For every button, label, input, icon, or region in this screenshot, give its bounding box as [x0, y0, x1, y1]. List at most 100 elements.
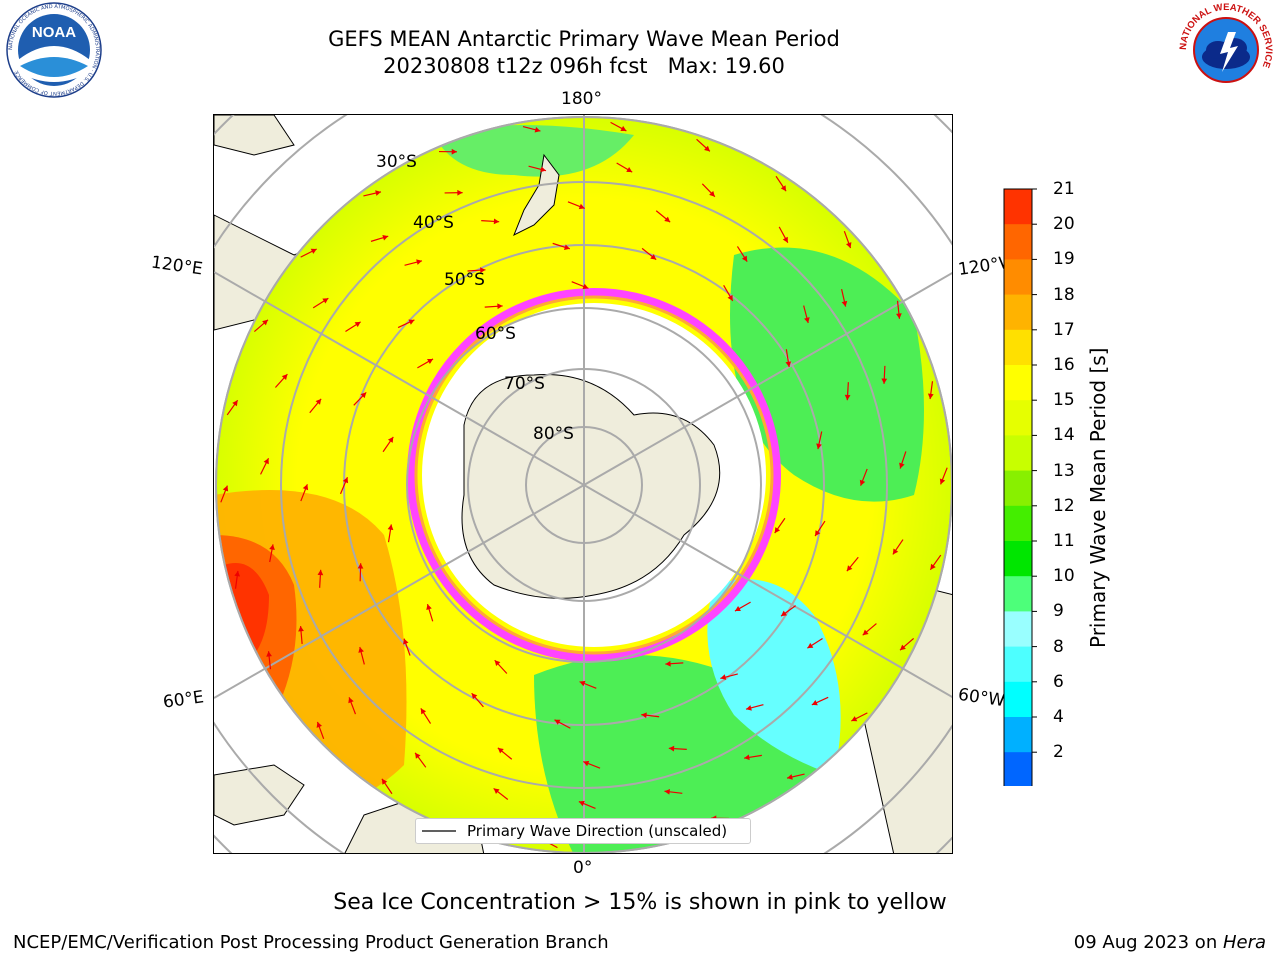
wave-arrow-head: [342, 477, 349, 484]
wave-arrow-head: [930, 563, 936, 570]
legend-line-icon: [422, 830, 456, 832]
wave-arrow-head: [426, 604, 432, 610]
wave-arrow-head: [774, 527, 781, 534]
wave-arrow-head: [554, 719, 561, 725]
colorbar-outline: [1003, 188, 1033, 786]
colorbar-tick-label: 4: [1053, 707, 1064, 727]
wave-arrow-head: [720, 674, 727, 680]
wave-arrow-head: [310, 248, 317, 254]
colorbar-tick-label: 20: [1053, 214, 1075, 235]
lon-label-60e: 60°E: [161, 687, 206, 713]
africa-land: [214, 764, 305, 826]
colorbar-tick-label: 2: [1053, 742, 1064, 763]
wave-arrow-head: [664, 788, 671, 795]
polar-map: [214, 115, 952, 853]
colorbar-segment: [1004, 752, 1032, 786]
wave-arrow-head: [899, 462, 905, 469]
colorbar-tick-label: 11: [1053, 531, 1075, 551]
colorbar-segment: [1004, 329, 1032, 366]
wave-arrow-head: [563, 244, 570, 250]
wave-arrow-head: [403, 638, 409, 645]
wave-arrow-head: [262, 319, 268, 326]
wave-arrow-head: [744, 754, 750, 761]
wave-arrow-head: [387, 524, 394, 531]
wave-arrow-head: [457, 189, 463, 196]
wave-arrow-head: [727, 294, 733, 301]
lat-label-70s: 70°S: [504, 374, 545, 394]
wave-arrow-head: [746, 705, 752, 711]
colorbar-segment: [1004, 435, 1032, 472]
wave-arrow-head: [263, 458, 269, 465]
wave-arrow-head: [844, 394, 851, 401]
wave-arrow-head: [862, 629, 869, 636]
wave-arrow-head: [497, 747, 504, 754]
wave-arrow-head: [497, 303, 503, 310]
wave-arrow-head: [540, 166, 547, 173]
wave-arrow-head: [471, 693, 478, 700]
colorbar-segment: [1004, 611, 1032, 648]
lon-label-0: 0°: [573, 858, 593, 878]
wave-arrow-head: [851, 716, 858, 722]
colorbar-tick-label: 15: [1053, 390, 1075, 411]
wave-arrow-head: [815, 530, 821, 537]
wave-arrow-head: [375, 190, 381, 196]
wave-arrow-head: [381, 778, 388, 785]
svg-text:NOAA: NOAA: [32, 24, 76, 41]
wave-arrow-head: [641, 712, 647, 719]
wave-arrow-head: [234, 570, 241, 577]
wave-arrow-head: [322, 298, 329, 304]
colorbar-segment: [1004, 541, 1032, 577]
colorbar-tick-label: 17: [1053, 319, 1075, 340]
wave-arrow-head: [534, 126, 541, 133]
wave-arrow-head: [780, 185, 787, 192]
colorbar-tick-label: 16: [1053, 355, 1075, 375]
wave-arrow-head: [408, 319, 415, 325]
wave-arrow-head: [357, 563, 364, 569]
wave-arrow-head: [734, 605, 741, 612]
wave-arrow-head: [358, 647, 364, 653]
colorbar-segment: [1004, 294, 1032, 331]
wave-arrow-head: [281, 374, 288, 380]
footer-host: Hera: [1222, 932, 1266, 953]
wave-arrow-head: [892, 548, 899, 555]
colorbar-tick-label: 9: [1053, 601, 1064, 622]
wave-arrow-head: [846, 565, 853, 572]
wave-arrow-head: [665, 660, 671, 667]
chart-subtitle: 20230808 t12z 096h fcst Max: 19.60: [383, 54, 785, 78]
noaa-logo: NOAA NATIONAL OCEANIC AND ATMOSPHERIC AD…: [6, 2, 102, 98]
wave-arrow-head: [493, 218, 500, 225]
wave-arrow-head: [846, 242, 852, 249]
colorbar-tick-label: 10: [1053, 566, 1075, 587]
wave-arrow-head: [578, 203, 585, 210]
wave-arrow-head: [816, 443, 822, 450]
colorbar-tick-label: 14: [1053, 425, 1075, 446]
wave-arrow-head: [316, 721, 322, 728]
wave-arrow-head: [493, 788, 500, 794]
colorbar-segment: [1004, 681, 1032, 718]
wave-arrow-head: [704, 145, 710, 152]
colorbar-tick-label: 8: [1053, 636, 1064, 657]
nws-logo: NATIONAL WEATHER SERVICE: [1178, 2, 1274, 97]
lat-label-40s: 40°S: [413, 213, 454, 233]
wave-arrow-head: [382, 234, 389, 241]
wave-arrow-head: [859, 479, 866, 486]
lon-label-180: 180°: [561, 89, 602, 109]
lat-label-50s: 50°S: [444, 270, 485, 290]
wave-arrow-head: [480, 267, 486, 274]
colorbar-tick-label: 19: [1053, 249, 1075, 270]
wave-arrow-head: [939, 478, 946, 485]
wave-arrow-head: [626, 166, 633, 173]
sea-ice-ring: [407, 288, 781, 662]
wave-arrow-head: [900, 644, 906, 651]
wave-arrow-head: [427, 358, 434, 365]
wave-arrow-head: [298, 626, 304, 632]
wave-arrow-head: [415, 752, 421, 759]
wave-arrow-head: [650, 254, 657, 260]
wave-arrow-head: [811, 700, 818, 706]
wave-arrow-head: [315, 398, 322, 405]
colorbar-segment: [1004, 400, 1032, 436]
wave-arrow-head: [620, 125, 627, 131]
colorbar-label: Primary Wave Mean Period [s]: [1086, 347, 1110, 649]
wave-arrow-head: [494, 660, 501, 667]
wave-arrow-head: [709, 190, 715, 197]
